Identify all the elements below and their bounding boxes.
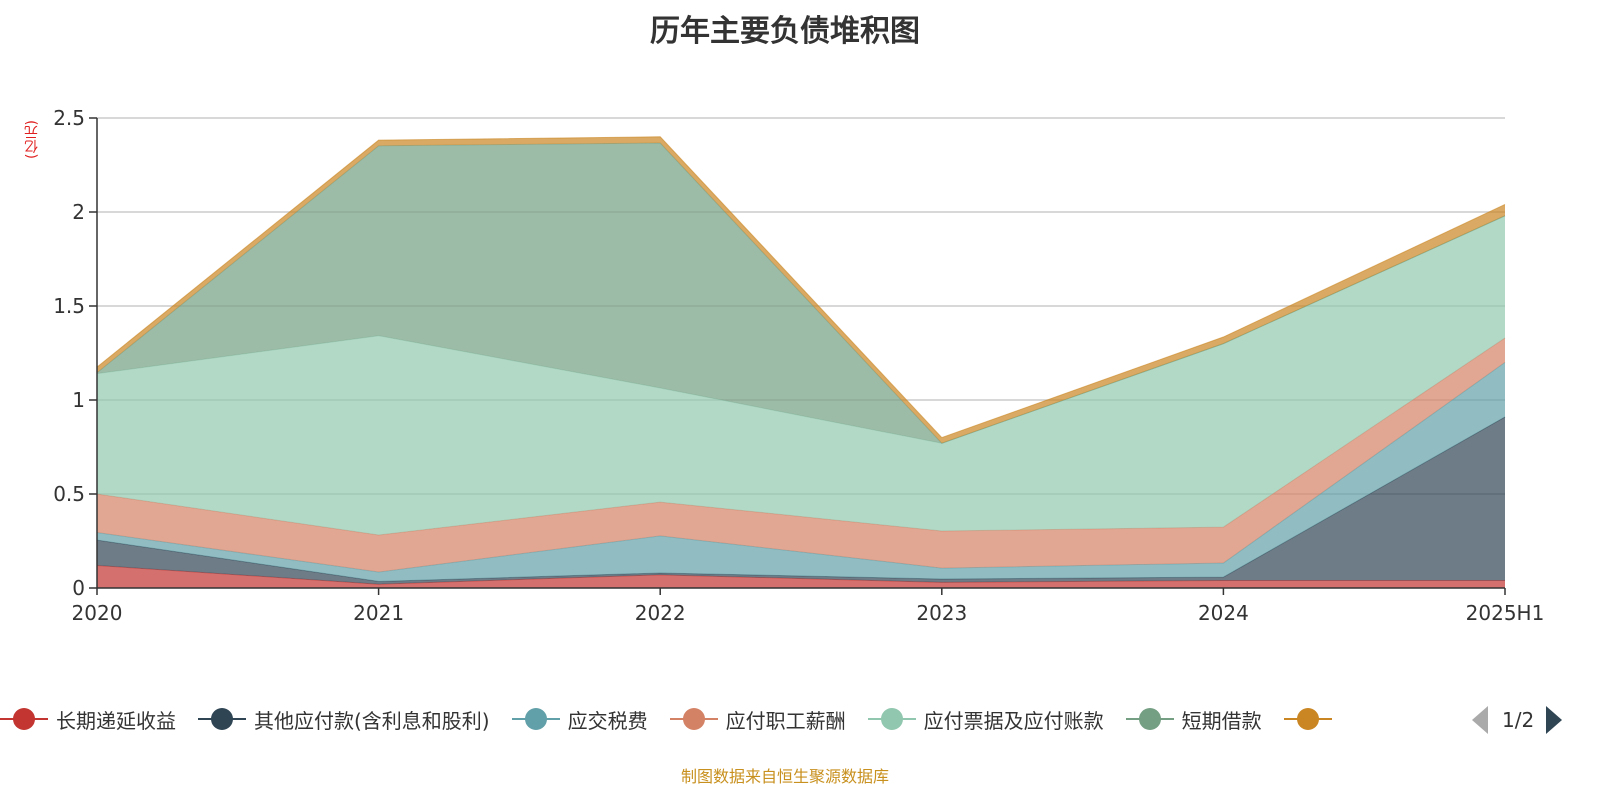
legend-prev-icon[interactable] bbox=[1472, 706, 1488, 734]
legend-marker-icon bbox=[0, 707, 48, 731]
area-series-2 bbox=[97, 362, 1505, 582]
legend-marker-icon bbox=[198, 707, 246, 731]
y-tick-label: 1 bbox=[72, 388, 85, 412]
area-line-series-6 bbox=[96, 136, 1506, 439]
legend-item[interactable]: 应付票据及应付账款 bbox=[867, 705, 1104, 734]
legend-label: 长期递延收益 bbox=[56, 708, 176, 733]
x-tick-label: 2024 bbox=[1198, 601, 1249, 625]
x-tick-label: 2025H1 bbox=[1466, 601, 1545, 625]
y-tick-label: 1.5 bbox=[53, 294, 85, 318]
y-tick-label: 0.5 bbox=[53, 482, 85, 506]
legend: 长期递延收益 其他应付款(含利息和股利) 应交税费 应付职工薪酬 应付票据及应付账款 短期… bbox=[0, 704, 1362, 734]
chart-title: 历年主要负债堆积图 bbox=[650, 14, 920, 49]
area-series-6 bbox=[97, 136, 1505, 444]
legend-next-icon[interactable] bbox=[1546, 706, 1563, 734]
x-tick-label: 2020 bbox=[72, 601, 123, 625]
legend-marker-icon bbox=[867, 707, 916, 731]
y-tick-label: 0 bbox=[72, 576, 85, 600]
legend-marker-icon bbox=[511, 707, 560, 731]
legend-item[interactable]: 应交税费 bbox=[511, 705, 648, 734]
legend-pager: 1/2 bbox=[1470, 704, 1563, 736]
legend-label: 应付票据及应付账款 bbox=[923, 708, 1104, 733]
data-source-note: 制图数据来自恒生聚源数据库 bbox=[680, 767, 889, 786]
area-series-4 bbox=[97, 215, 1505, 535]
area-series-3 bbox=[97, 337, 1505, 573]
legend-item[interactable]: 其他应付款(含利息和股利) bbox=[198, 705, 490, 734]
x-tick-label: 2022 bbox=[635, 601, 686, 625]
legend-item[interactable]: 短期借款 bbox=[1125, 705, 1262, 734]
y-tick-label: 2.5 bbox=[53, 106, 85, 130]
legend-marker-icon bbox=[1283, 707, 1332, 731]
legend-label: 应交税费 bbox=[567, 708, 648, 733]
legend-label: 应付职工薪酬 bbox=[725, 708, 846, 733]
x-tick-label: 2023 bbox=[916, 601, 967, 625]
legend-marker-icon bbox=[669, 707, 718, 731]
legend-page-number: 1/2 bbox=[1502, 708, 1535, 732]
legend-label: 其他应付款(含利息和股利) bbox=[254, 708, 490, 733]
legend-label: 短期借款 bbox=[1181, 708, 1262, 733]
x-tick-label: 2021 bbox=[353, 601, 404, 625]
legend-marker-icon bbox=[1125, 707, 1174, 731]
area-series-1 bbox=[97, 416, 1505, 585]
y-tick-label: 2 bbox=[72, 200, 85, 224]
legend-item[interactable] bbox=[1283, 707, 1340, 731]
legend-item[interactable]: 应付职工薪酬 bbox=[669, 705, 846, 734]
legend-item[interactable]: 长期递延收益 bbox=[0, 705, 176, 734]
